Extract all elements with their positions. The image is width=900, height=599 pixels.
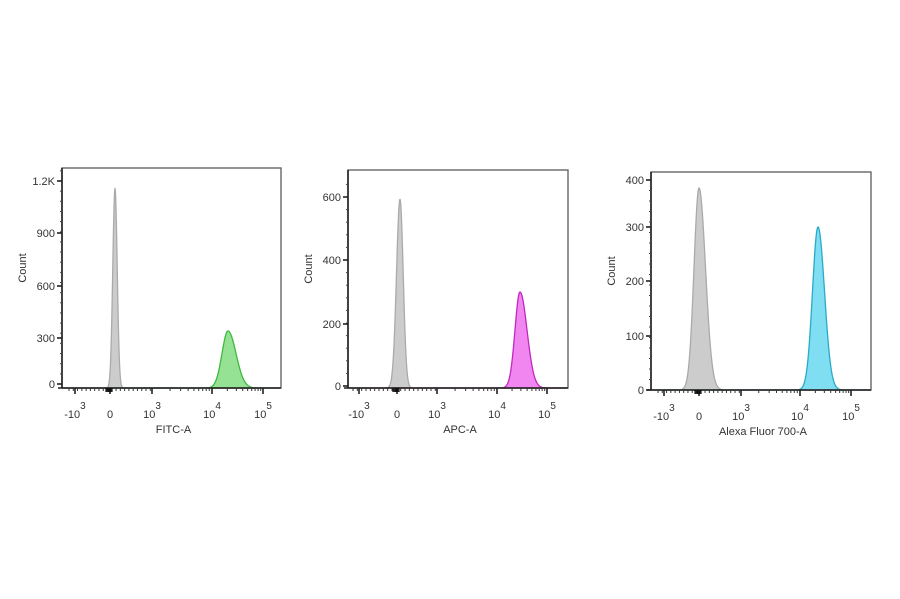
y-tick-label: 900 [37,228,55,240]
plot-frame [650,171,872,391]
control-histogram [349,198,567,389]
y-tick-label: 400 [626,175,644,187]
x-tick-label: 104 [791,403,809,423]
x-tick-label: 103 [732,403,750,423]
x-tick-label: -103 [64,401,86,421]
y-tick-label: 1.2K [32,176,55,188]
x-axis-label: APC-A [443,424,477,436]
x-tick-label: 0 [107,409,113,421]
y-tick-label: 600 [323,192,341,204]
y-axis-label: Count [606,256,618,285]
x-tick-label: 103 [428,401,446,421]
y-tick-label: 200 [626,276,644,288]
x-tick-label: 105 [842,403,860,423]
y-tick-label: 300 [37,333,55,345]
x-tick-label: 0 [394,409,400,421]
y-tick-label: 0 [638,385,644,397]
y-tick-label: 600 [37,281,55,293]
x-tick-label: 105 [538,401,556,421]
y-tick-label: 400 [323,255,341,267]
histogram-panel-2: 600 400 200 0 Count -103 0 103 104 105 APC-A [303,169,569,436]
y-tick-label: 200 [323,319,341,331]
histogram-panel-1: 1.2K 900 600 300 0 Count -103 0 103 104 105 FITC-A [17,167,282,436]
x-tick-label: 103 [143,401,161,421]
histogram-panel-3: 400 300 200 100 0 Count -103 0 103 104 105 Alexa Fl… [606,171,872,438]
x-tick-label: 104 [203,401,221,421]
y-tick-label: 300 [626,222,644,234]
x-tick-label: 105 [254,401,272,421]
stained-histogram [63,330,280,389]
control-histogram [63,187,280,389]
x-tick-label: 0 [696,411,702,423]
plot-frame [61,167,282,389]
control-histogram [652,186,870,391]
y-tick-label: 0 [335,381,341,393]
plot-frame [347,169,569,389]
y-tick-label: 0 [49,379,55,391]
stained-histogram [652,226,870,391]
x-axis-label: FITC-A [156,424,192,436]
stained-histogram [349,291,567,389]
x-tick-label: -103 [653,403,675,423]
y-axis-label: Count [17,253,29,282]
y-axis-label: Count [303,254,315,283]
x-axis-label: Alexa Fluor 700-A [719,426,808,438]
x-tick-label: -103 [348,401,370,421]
y-tick-label: 100 [626,331,644,343]
x-tick-label: 104 [488,401,506,421]
